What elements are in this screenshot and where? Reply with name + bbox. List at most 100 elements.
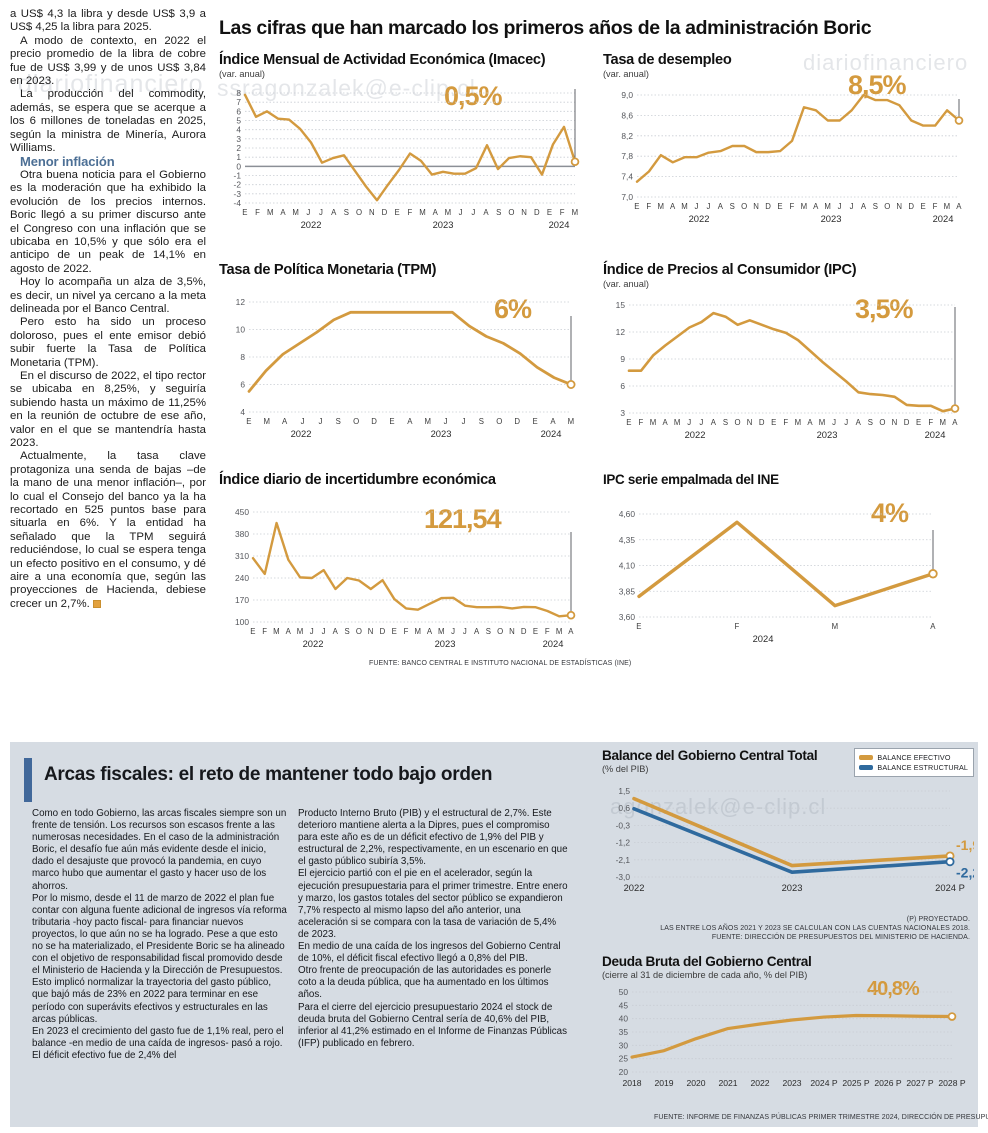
svg-text:A: A xyxy=(282,417,288,426)
svg-text:2022: 2022 xyxy=(689,213,710,224)
paragraph: El ejercicio partió con el pie en el ace… xyxy=(298,868,568,940)
svg-text:7,0: 7,0 xyxy=(621,192,633,202)
chart-subtitle: (var. anual) xyxy=(603,69,649,79)
svg-text:12: 12 xyxy=(616,327,626,337)
svg-text:D: D xyxy=(371,417,377,426)
chart-title: Índice diario de incertidumbre económica xyxy=(219,472,496,488)
paragraph: En el discurso de 2022, el tipo rector s… xyxy=(10,369,206,449)
svg-text:J: J xyxy=(462,417,466,426)
svg-text:O: O xyxy=(508,208,514,217)
svg-text:O: O xyxy=(879,418,885,427)
svg-text:M: M xyxy=(650,418,657,427)
svg-text:9,0: 9,0 xyxy=(621,90,633,100)
svg-text:M: M xyxy=(414,627,421,636)
svg-text:M: M xyxy=(556,627,563,636)
svg-text:F: F xyxy=(255,208,260,217)
svg-text:-2,1: -2,1 xyxy=(616,855,631,865)
svg-text:45: 45 xyxy=(619,1000,629,1010)
svg-text:-1,2: -1,2 xyxy=(616,838,631,848)
paragraph: Pero esto ha sido un proceso doloroso, p… xyxy=(10,316,206,369)
svg-text:2023: 2023 xyxy=(435,638,456,649)
svg-text:O: O xyxy=(884,202,890,211)
svg-text:E: E xyxy=(634,202,640,211)
svg-text:6: 6 xyxy=(620,381,625,391)
svg-text:M: M xyxy=(832,622,839,631)
legend-label: BALANCE ESTRUCTURAL xyxy=(877,763,968,772)
svg-text:310: 310 xyxy=(235,551,249,561)
svg-text:F: F xyxy=(734,622,739,631)
chart-subtitle: (var. anual) xyxy=(219,69,265,79)
svg-text:J: J xyxy=(306,208,310,217)
svg-text:3: 3 xyxy=(236,134,241,144)
chart-source-note-2: LAS ENTRE LOS AÑOS 2021 Y 2023 SE CALCUL… xyxy=(660,925,970,932)
paragraph: Actualmente, la tasa clave protagoniza u… xyxy=(10,450,206,611)
svg-text:2021: 2021 xyxy=(718,1078,737,1088)
svg-text:2022: 2022 xyxy=(301,219,322,230)
svg-text:-3: -3 xyxy=(234,189,242,199)
ipc-empalmada-svg: 4,60 4,35 4,10 3,85 3,60 E F M A 2024 xyxy=(619,509,938,644)
svg-text:M: M xyxy=(568,417,575,426)
svg-text:1: 1 xyxy=(236,152,241,162)
svg-text:J: J xyxy=(444,417,448,426)
svg-text:4: 4 xyxy=(240,407,245,417)
svg-text:O: O xyxy=(497,627,503,636)
chart-plot-area: 50 45 40 35 30 25 20 2018 2019 2020 2021 2022 2023 2… xyxy=(602,984,974,1099)
svg-text:2024: 2024 xyxy=(549,219,570,230)
svg-text:S: S xyxy=(344,208,350,217)
svg-text:A: A xyxy=(807,418,813,427)
svg-text:6: 6 xyxy=(240,380,245,390)
paragraph: En 2023 el crecimiento del gasto fue de … xyxy=(32,1025,284,1061)
svg-text:M: M xyxy=(445,208,452,217)
svg-text:A: A xyxy=(670,202,676,211)
svg-text:J: J xyxy=(706,202,710,211)
svg-text:M: M xyxy=(657,202,664,211)
paragraph: En medio de una caída de los ingresos de… xyxy=(298,941,561,965)
chart-title: Tasa de desempleo xyxy=(603,52,732,68)
svg-text:450: 450 xyxy=(235,507,249,517)
svg-text:S: S xyxy=(730,202,736,211)
svg-text:8: 8 xyxy=(236,88,241,98)
svg-text:J: J xyxy=(319,208,323,217)
svg-text:E: E xyxy=(242,208,248,217)
svg-text:0: 0 xyxy=(236,161,241,171)
svg-text:S: S xyxy=(486,627,492,636)
chart-callout-value: 3,5% xyxy=(855,294,914,324)
svg-text:E: E xyxy=(250,627,256,636)
svg-text:F: F xyxy=(404,627,409,636)
svg-text:S: S xyxy=(479,417,485,426)
svg-text:-4: -4 xyxy=(234,198,242,208)
svg-text:F: F xyxy=(407,208,412,217)
svg-text:D: D xyxy=(908,202,914,211)
svg-text:J: J xyxy=(471,208,475,217)
svg-text:A: A xyxy=(718,202,724,211)
svg-text:5: 5 xyxy=(236,116,241,126)
svg-text:F: F xyxy=(789,202,794,211)
paragraph: A modo de contexto, en 2022 el precio pr… xyxy=(10,34,206,88)
svg-text:N: N xyxy=(747,418,753,427)
chart-panel-imacec: Índice Mensual de Actividad Económica (I… xyxy=(217,52,591,237)
svg-text:S: S xyxy=(496,208,502,217)
svg-text:M: M xyxy=(424,417,431,426)
chart-callout-value: 121,54 xyxy=(424,504,502,534)
svg-text:2024: 2024 xyxy=(541,428,562,439)
svg-text:A: A xyxy=(956,202,962,211)
svg-text:2027 P: 2027 P xyxy=(906,1078,934,1088)
chart-subtitle: (% del PIB) xyxy=(602,764,649,774)
paragraph: Otra buena noticia para el Gobierno es l… xyxy=(10,168,206,275)
svg-text:J: J xyxy=(832,418,836,427)
svg-text:12: 12 xyxy=(236,297,246,307)
svg-text:M: M xyxy=(944,202,951,211)
svg-text:A: A xyxy=(286,627,292,636)
svg-text:M: M xyxy=(292,208,299,217)
tpm-svg: 12 10 8 6 4 E M A J J S O D E A M J J S O D E A M 2022 2023 2024 xyxy=(236,297,576,439)
chart-subtitle: (var. anual) xyxy=(603,279,649,289)
bottom-subheadline: Arcas fiscales: el reto de mantener todo… xyxy=(44,764,493,785)
svg-text:D: D xyxy=(534,208,540,217)
svg-text:3: 3 xyxy=(620,408,625,418)
end-mark-icon xyxy=(92,599,101,608)
svg-text:J: J xyxy=(838,202,842,211)
svg-text:8,2: 8,2 xyxy=(621,131,633,141)
svg-text:2019: 2019 xyxy=(654,1078,673,1088)
chart-title: Deuda Bruta del Gobierno Central xyxy=(602,954,812,969)
